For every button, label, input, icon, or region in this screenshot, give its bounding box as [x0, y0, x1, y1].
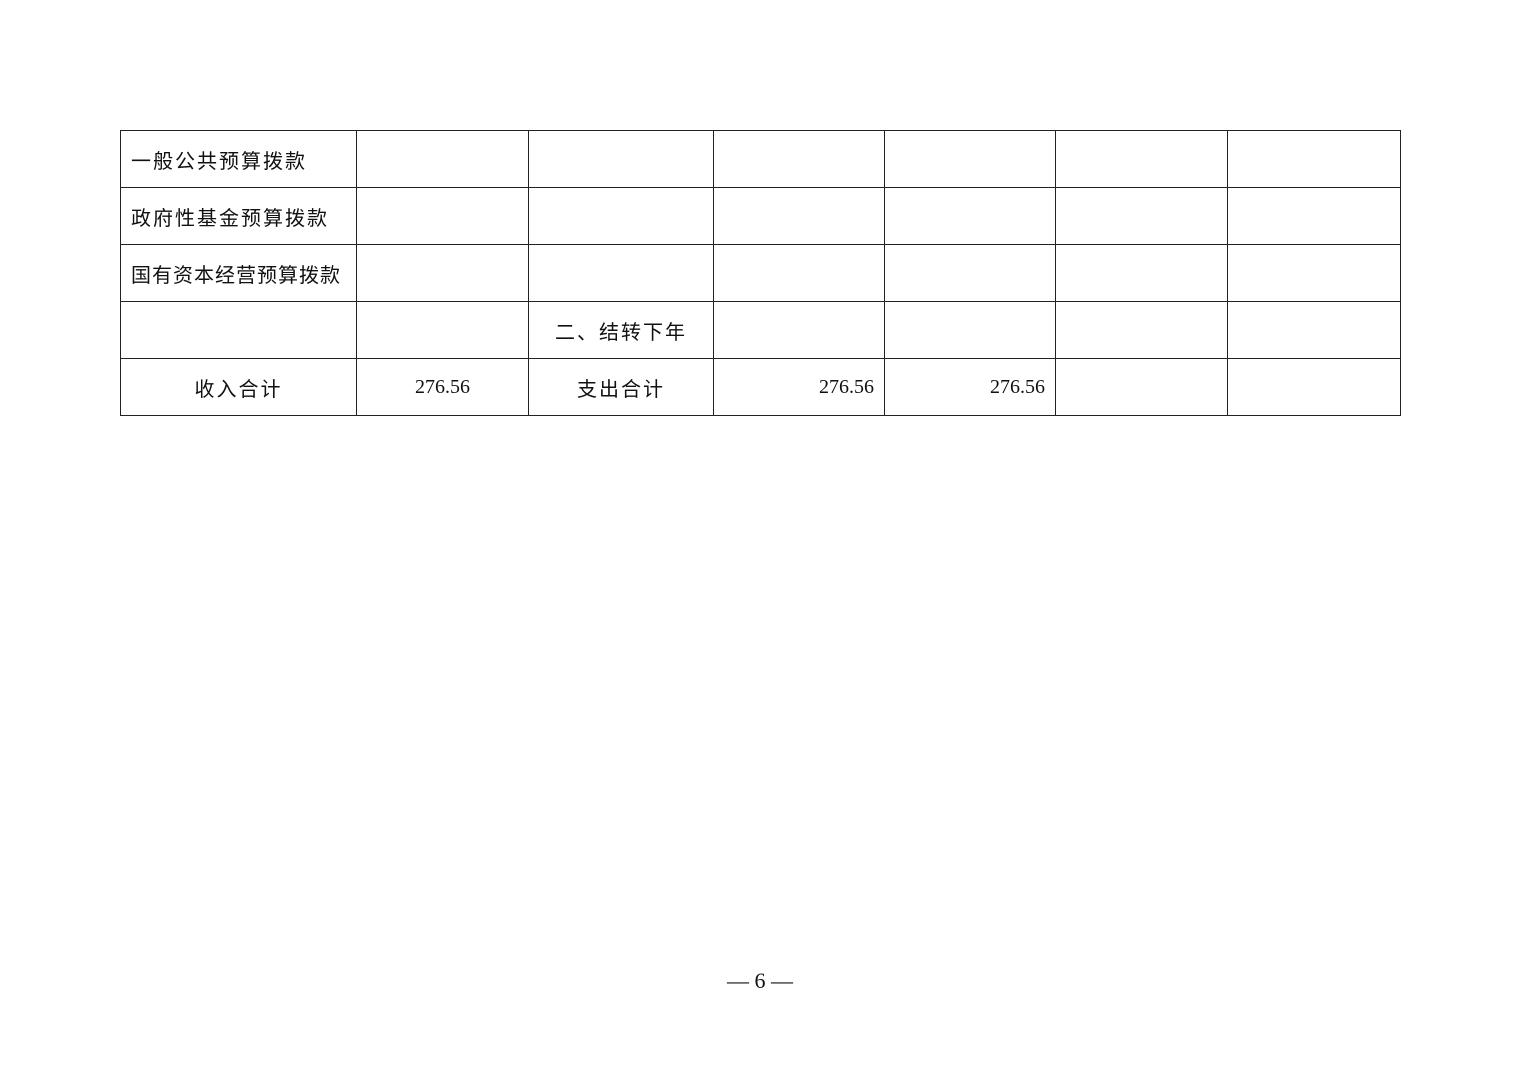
table-row: 政府性基金预算拨款: [120, 187, 1401, 245]
total-row: 收入合计 276.56 支出合计 276.56 276.56: [120, 358, 1401, 416]
table-cell: [713, 187, 885, 245]
table-cell: [713, 301, 885, 359]
table-cell: [884, 130, 1056, 188]
table-cell: [1055, 301, 1228, 359]
row-label: 一般公共预算拨款: [120, 130, 357, 188]
table-row: 二、结转下年: [120, 301, 1401, 359]
row-label: 政府性基金预算拨款: [120, 187, 357, 245]
budget-table: 一般公共预算拨款 政府性基金预算拨款 国有资本经营预算拨款 二、结转下年 收入合: [120, 130, 1401, 416]
table-cell: [356, 244, 529, 302]
table-cell: [713, 130, 885, 188]
row-label: 国有资本经营预算拨款: [120, 244, 357, 302]
table-cell: [356, 187, 529, 245]
page-number: — 6 —: [727, 968, 793, 993]
table-cell: [884, 301, 1056, 359]
table-row: 国有资本经营预算拨款: [120, 244, 1401, 302]
table-cell: [1227, 358, 1401, 416]
row-label: [120, 301, 357, 359]
table-cell: [884, 244, 1056, 302]
table-cell: [884, 187, 1056, 245]
table-cell: [1227, 187, 1401, 245]
table-cell: [1055, 358, 1228, 416]
table-cell: [1227, 301, 1401, 359]
table-cell: [528, 187, 714, 245]
income-total-value: 276.56: [356, 358, 529, 416]
table-cell: [1055, 187, 1228, 245]
table-cell: [1055, 244, 1228, 302]
table-cell: [528, 130, 714, 188]
table-cell: [356, 301, 529, 359]
income-total-label: 收入合计: [120, 358, 357, 416]
table-cell: [528, 244, 714, 302]
expense-total-label: 支出合计: [528, 358, 714, 416]
table-cell: [1227, 130, 1401, 188]
table-row: 一般公共预算拨款: [120, 130, 1401, 188]
table-cell: [1055, 130, 1228, 188]
expense-total-value: 276.56: [713, 358, 885, 416]
carryover-label: 二、结转下年: [528, 301, 714, 359]
expense-subtotal-value: 276.56: [884, 358, 1056, 416]
table-cell: [356, 130, 529, 188]
table-cell: [713, 244, 885, 302]
table-cell: [1227, 244, 1401, 302]
